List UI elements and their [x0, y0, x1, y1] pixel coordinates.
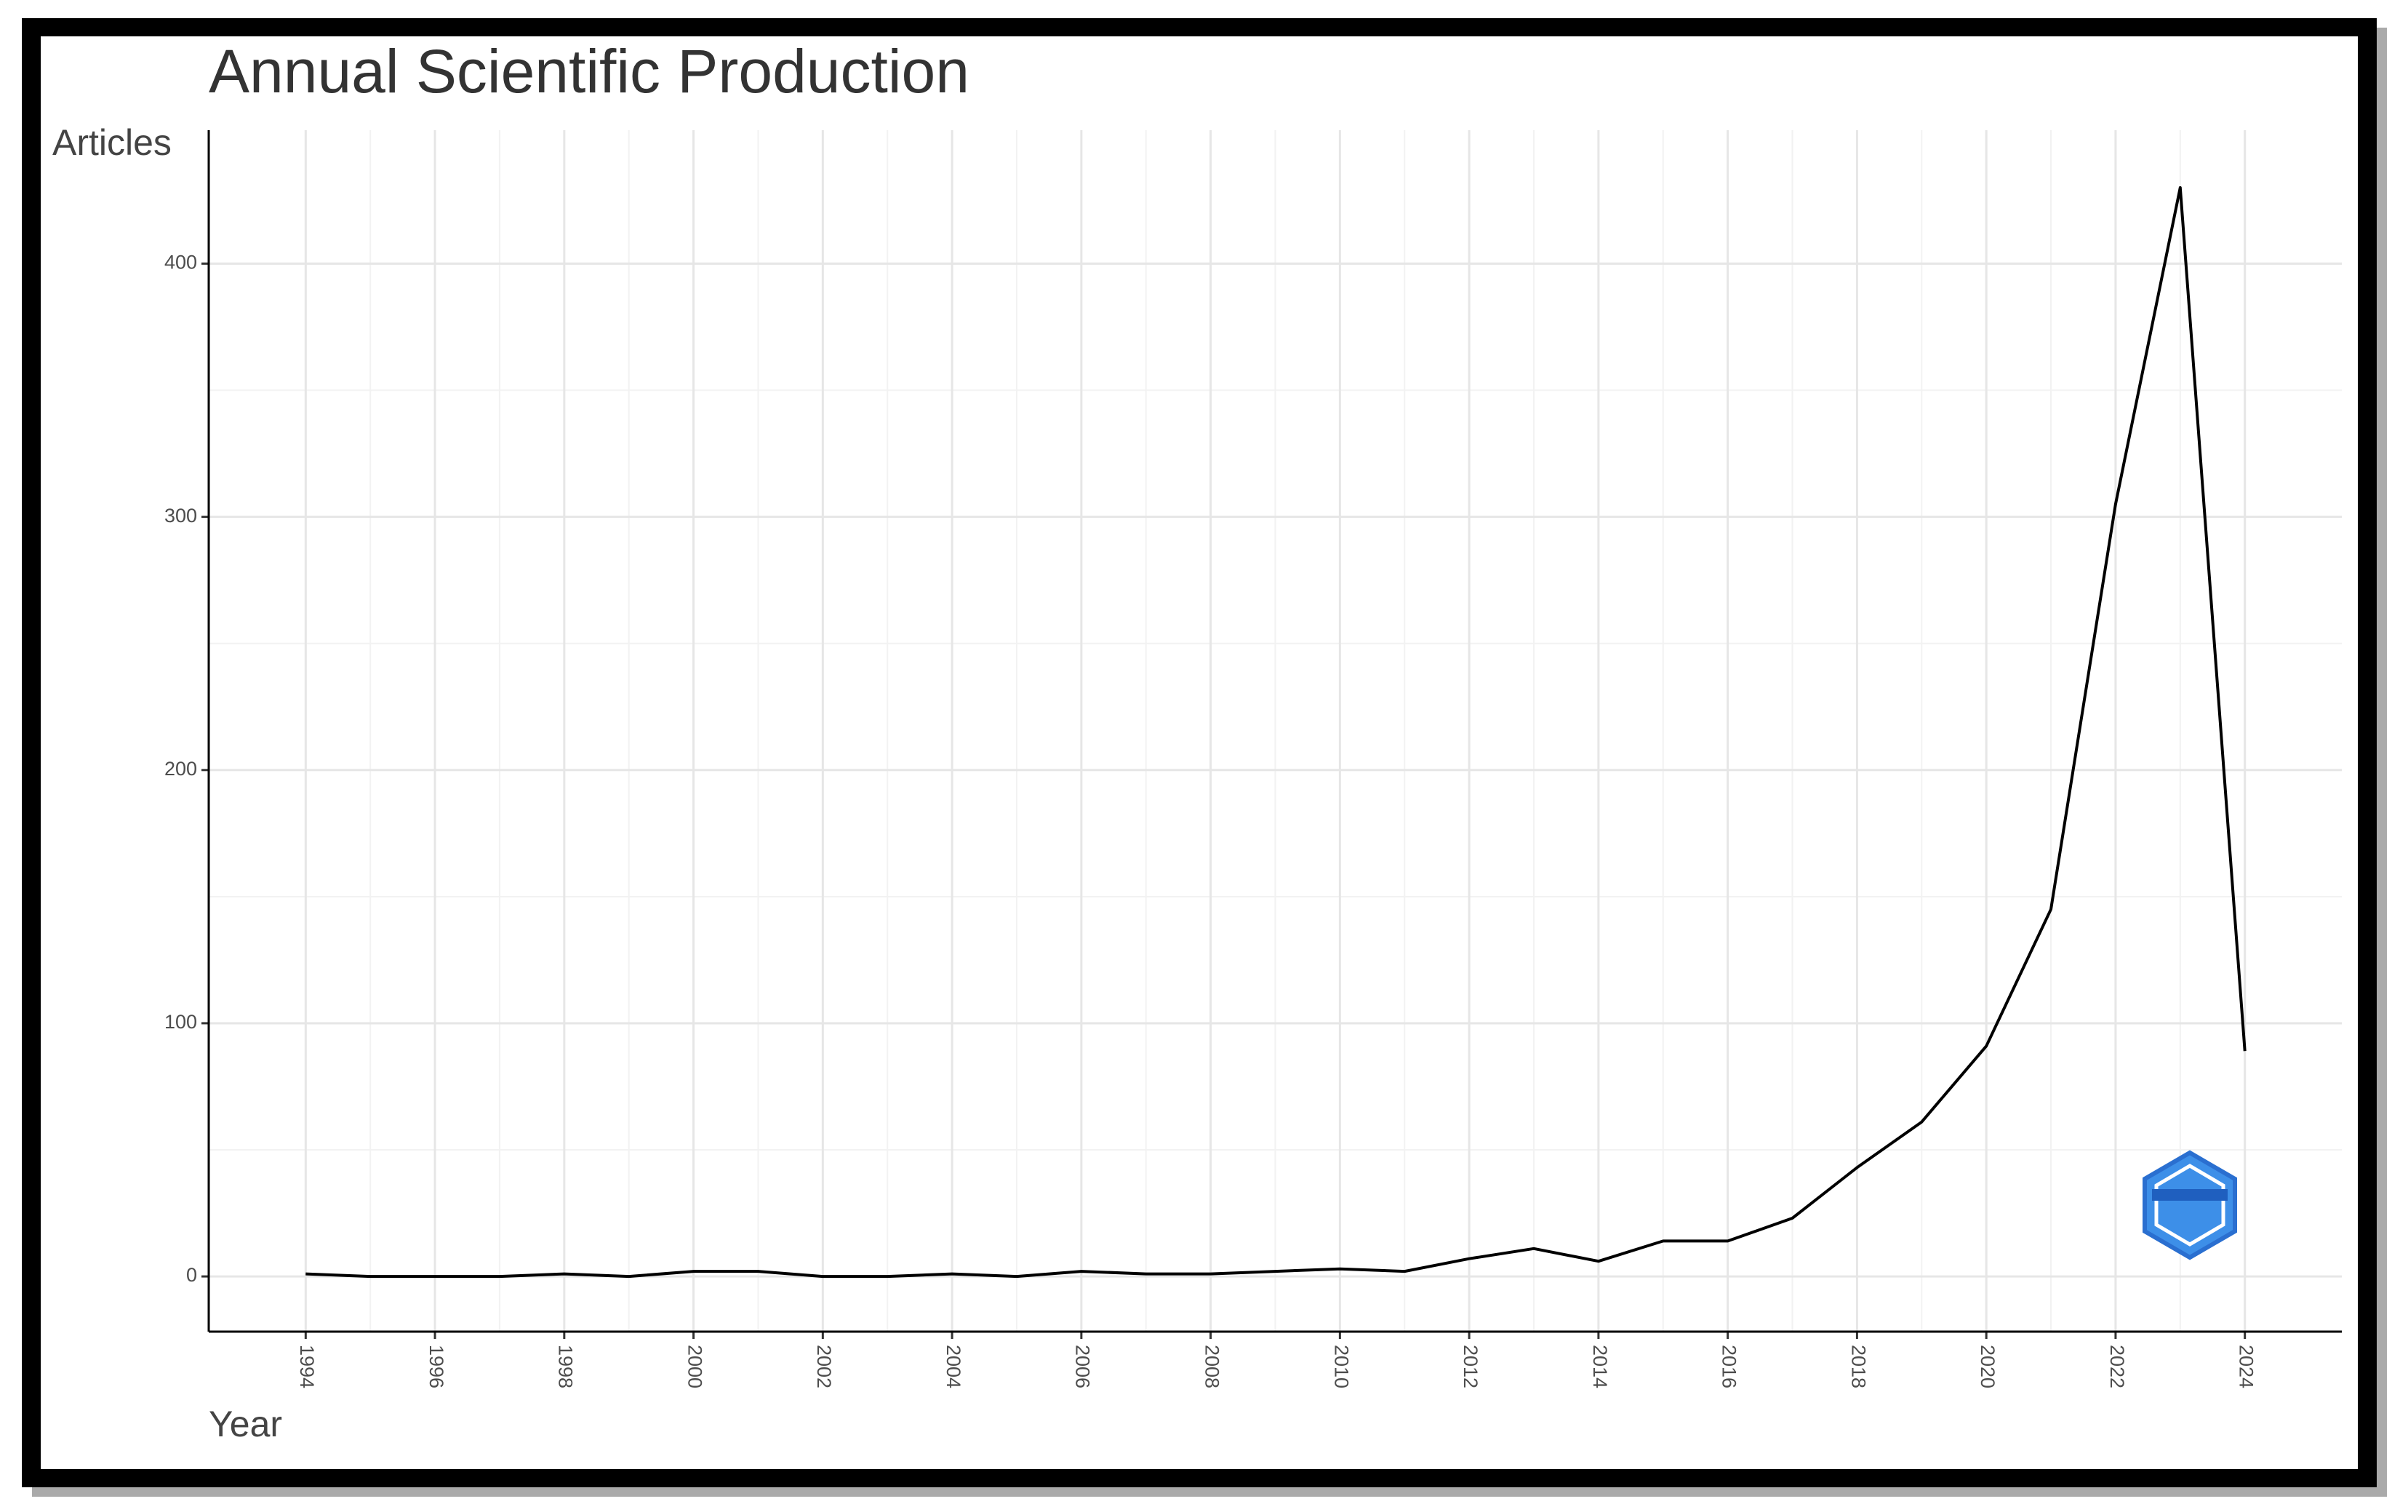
x-tick-label: 2024: [2236, 1345, 2257, 1388]
y-axis-label: Articles: [52, 122, 172, 163]
x-tick-label: 2000: [684, 1345, 705, 1388]
y-tick-label: 300: [164, 505, 197, 527]
x-tick-label: 2012: [1460, 1345, 1481, 1388]
x-tick-label: 2016: [1719, 1345, 1740, 1388]
x-tick-label: 1994: [296, 1345, 318, 1388]
x-tick-label: 2010: [1330, 1345, 1352, 1388]
logo: [2143, 1150, 2237, 1260]
x-tick-label: 1998: [555, 1345, 577, 1388]
logo-band: [2152, 1189, 2228, 1201]
y-tick-label: 400: [164, 252, 197, 273]
logo-inner: [2154, 1164, 2225, 1247]
x-tick-label: 2014: [1589, 1345, 1611, 1388]
x-tick-label: 2020: [1977, 1345, 1999, 1388]
x-tick-label: 2008: [1201, 1345, 1223, 1388]
y-tick-label: 0: [186, 1264, 197, 1286]
x-tick-label: 2004: [943, 1345, 964, 1388]
plot-background: [41, 36, 2358, 1469]
x-tick-label: 2002: [813, 1345, 835, 1388]
data-line: [305, 186, 2247, 1279]
x-tick-label: 2006: [1072, 1345, 1094, 1388]
x-tick-label: 2018: [1847, 1345, 1869, 1388]
x-axis-label: Year: [209, 1404, 282, 1444]
x-tick-label: 1996: [425, 1345, 447, 1388]
y-tick-label: 100: [164, 1011, 197, 1033]
y-tick-label: 200: [164, 758, 197, 780]
chart-title: Annual Scientific Production: [209, 37, 969, 105]
x-tick-label: 2022: [2106, 1345, 2128, 1388]
